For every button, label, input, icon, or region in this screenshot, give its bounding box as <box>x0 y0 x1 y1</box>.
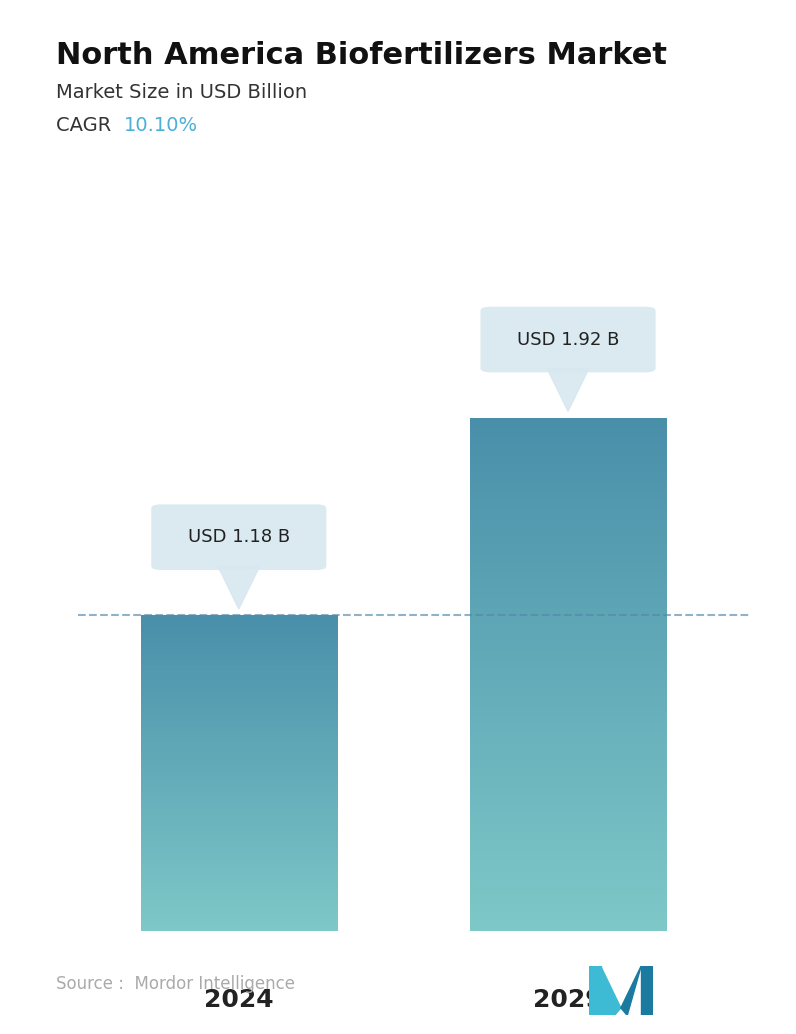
Text: 10.10%: 10.10% <box>123 116 197 134</box>
FancyBboxPatch shape <box>481 307 656 372</box>
Text: USD 1.18 B: USD 1.18 B <box>188 528 290 546</box>
Text: USD 1.92 B: USD 1.92 B <box>517 331 619 348</box>
Text: CAGR: CAGR <box>56 116 117 134</box>
Polygon shape <box>642 966 653 1015</box>
Polygon shape <box>600 966 621 1015</box>
Text: 2029: 2029 <box>533 989 603 1012</box>
Polygon shape <box>218 566 259 609</box>
Polygon shape <box>589 966 600 1015</box>
Polygon shape <box>547 368 589 412</box>
Text: Market Size in USD Billion: Market Size in USD Billion <box>56 83 306 101</box>
Text: 2024: 2024 <box>204 989 274 1012</box>
Text: Source :  Mordor Intelligence: Source : Mordor Intelligence <box>56 975 295 993</box>
Polygon shape <box>621 966 642 1015</box>
FancyBboxPatch shape <box>151 505 326 570</box>
Text: North America Biofertilizers Market: North America Biofertilizers Market <box>56 41 667 70</box>
